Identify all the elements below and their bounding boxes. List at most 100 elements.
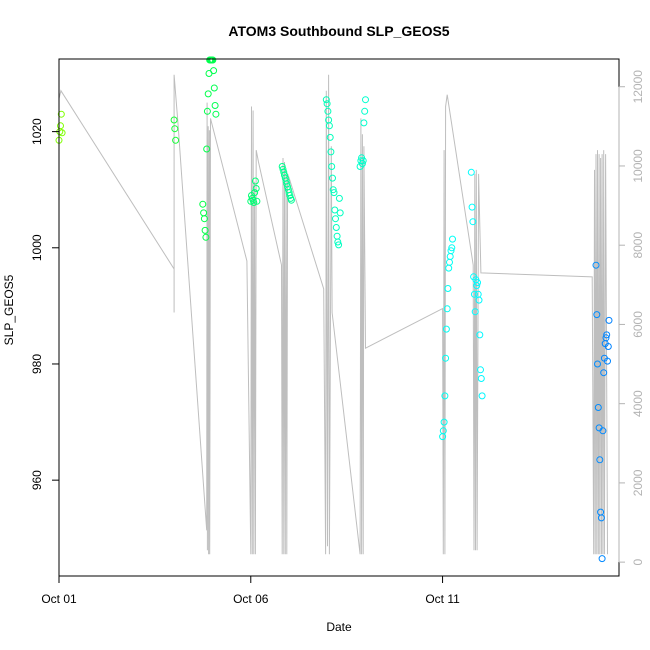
data-point bbox=[446, 253, 454, 260]
data-point bbox=[360, 119, 368, 127]
data-point bbox=[324, 107, 332, 115]
data-point bbox=[327, 148, 335, 156]
x-tick-label: Oct 11 bbox=[425, 592, 460, 606]
data-point bbox=[594, 360, 601, 368]
data-point bbox=[603, 331, 611, 339]
data-point bbox=[446, 258, 453, 266]
y-tick-label: 960 bbox=[30, 470, 44, 490]
data-point bbox=[251, 177, 259, 185]
data-point bbox=[444, 285, 452, 292]
data-point bbox=[252, 185, 260, 192]
altitude-layer bbox=[58, 74, 608, 555]
data-point bbox=[593, 311, 601, 319]
data-point bbox=[212, 110, 220, 118]
data-point bbox=[201, 226, 209, 234]
data-point bbox=[336, 209, 344, 217]
data-point bbox=[475, 296, 483, 304]
data-point bbox=[474, 279, 481, 287]
data-point bbox=[442, 325, 450, 333]
plot-frame bbox=[58, 58, 620, 577]
data-point bbox=[447, 247, 455, 255]
data-point bbox=[333, 232, 341, 240]
data-point bbox=[473, 282, 481, 290]
data-point bbox=[203, 145, 211, 153]
data-point bbox=[170, 116, 178, 124]
data-point bbox=[592, 261, 600, 269]
data-point bbox=[442, 354, 450, 362]
data-point bbox=[210, 84, 218, 92]
data-point bbox=[359, 157, 367, 165]
data-point bbox=[330, 189, 338, 197]
data-point bbox=[362, 96, 369, 104]
y-axis-label: SLP_GEOS5 bbox=[2, 274, 16, 345]
data-point bbox=[250, 199, 258, 206]
data-point bbox=[329, 174, 336, 182]
x-tick-label: Oct 01 bbox=[41, 592, 77, 606]
right-y-tick-label: 12000 bbox=[631, 70, 645, 104]
data-point bbox=[209, 56, 217, 64]
data-point bbox=[598, 555, 606, 563]
y-tick-label: 1020 bbox=[30, 118, 44, 145]
data-point bbox=[471, 308, 479, 316]
data-point bbox=[335, 241, 343, 249]
data-point bbox=[467, 168, 475, 176]
data-point bbox=[477, 366, 484, 374]
data-point bbox=[440, 418, 448, 426]
data-point bbox=[331, 206, 339, 214]
y-tick-label: 980 bbox=[30, 354, 44, 374]
data-point bbox=[200, 209, 208, 217]
data-point bbox=[171, 125, 179, 133]
data-point bbox=[476, 331, 484, 339]
points-layer bbox=[55, 56, 613, 563]
data-point bbox=[600, 369, 608, 377]
data-point bbox=[449, 235, 456, 243]
data-point bbox=[287, 196, 295, 204]
data-point bbox=[448, 244, 456, 252]
data-point bbox=[604, 343, 612, 350]
x-axis: Oct 01 Oct 06 Oct 11 bbox=[41, 575, 460, 606]
data-point bbox=[211, 102, 219, 109]
data-point bbox=[439, 427, 447, 435]
right-y-tick-label: 6000 bbox=[631, 311, 645, 338]
data-point bbox=[332, 215, 339, 223]
data-point bbox=[443, 305, 451, 313]
data-point bbox=[57, 122, 64, 130]
data-point bbox=[470, 290, 478, 298]
data-point bbox=[445, 264, 453, 272]
data-point bbox=[602, 334, 610, 342]
x-axis-label: Date bbox=[326, 620, 352, 634]
right-y-tick-label: 10000 bbox=[631, 149, 645, 183]
data-point bbox=[334, 238, 342, 246]
data-point bbox=[361, 107, 369, 115]
right-y-tick-label: 2000 bbox=[631, 469, 645, 496]
right-y-tick-label: 4000 bbox=[631, 390, 645, 417]
data-point bbox=[441, 392, 449, 400]
altitude-series-line bbox=[58, 74, 608, 555]
x-tick-label: Oct 06 bbox=[233, 592, 269, 606]
data-point bbox=[202, 233, 210, 241]
data-point bbox=[477, 375, 485, 382]
data-point bbox=[468, 203, 476, 211]
data-point bbox=[172, 136, 180, 144]
data-point bbox=[332, 224, 340, 231]
data-point bbox=[596, 456, 604, 464]
data-point bbox=[200, 215, 208, 223]
data-point bbox=[469, 218, 477, 226]
data-point bbox=[329, 186, 337, 194]
right-y-tick-label: 0 bbox=[631, 558, 645, 565]
data-point bbox=[322, 96, 330, 104]
data-point bbox=[326, 133, 334, 141]
data-point bbox=[599, 427, 607, 435]
data-point bbox=[199, 200, 207, 208]
data-point bbox=[604, 357, 611, 365]
data-point bbox=[325, 122, 333, 130]
data-point bbox=[251, 189, 259, 197]
data-point bbox=[203, 107, 211, 115]
chart-title: ATOM3 Southbound SLP_GEOS5 bbox=[228, 23, 449, 39]
y-tick-label: 1000 bbox=[30, 234, 44, 261]
data-point bbox=[358, 160, 366, 168]
data-point bbox=[286, 192, 294, 199]
data-point bbox=[597, 514, 605, 522]
data-point bbox=[328, 163, 336, 170]
data-point bbox=[323, 100, 331, 108]
